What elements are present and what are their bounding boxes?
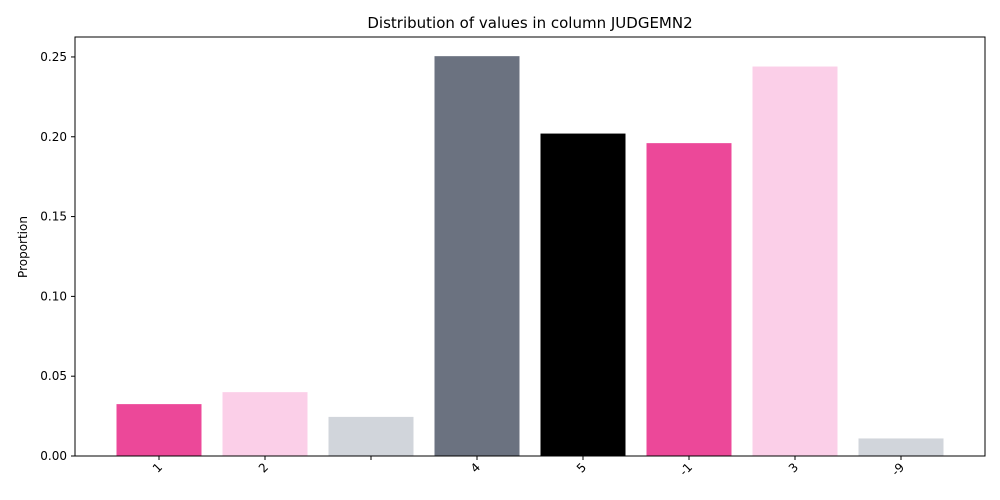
y-tick-label: 0.10 <box>40 289 67 303</box>
y-axis-ticks: 0.00 0.05 0.10 0.15 0.20 0.25 <box>40 50 75 463</box>
bar <box>646 143 732 456</box>
x-axis-ticks: 1 2 4 5 -1 3 -9 <box>150 456 907 479</box>
y-tick-label: 0.15 <box>40 210 67 224</box>
bar <box>434 56 520 456</box>
y-tick-label: 0.05 <box>40 369 67 383</box>
bar <box>328 416 414 456</box>
x-tick-label: -1 <box>677 460 695 478</box>
bar <box>116 404 202 456</box>
y-tick-label: 0.25 <box>40 50 67 64</box>
y-axis-label: Proportion <box>16 216 30 278</box>
y-tick-label: 0.00 <box>40 449 67 463</box>
x-tick-label: 3 <box>786 460 801 475</box>
bar <box>858 438 944 456</box>
plot-frame <box>74 36 986 457</box>
bar <box>752 66 838 456</box>
chart-title: Distribution of values in column JUDGEMN… <box>367 14 692 32</box>
x-tick-label: 2 <box>256 460 271 475</box>
y-tick-label: 0.20 <box>40 130 67 144</box>
bar <box>540 133 626 456</box>
x-tick-label: 1 <box>150 460 165 475</box>
x-tick-label: 4 <box>468 460 483 475</box>
x-tick-label: -9 <box>889 460 907 478</box>
bar <box>222 392 308 456</box>
x-tick-label: 5 <box>574 460 589 475</box>
bars-group <box>116 56 944 456</box>
